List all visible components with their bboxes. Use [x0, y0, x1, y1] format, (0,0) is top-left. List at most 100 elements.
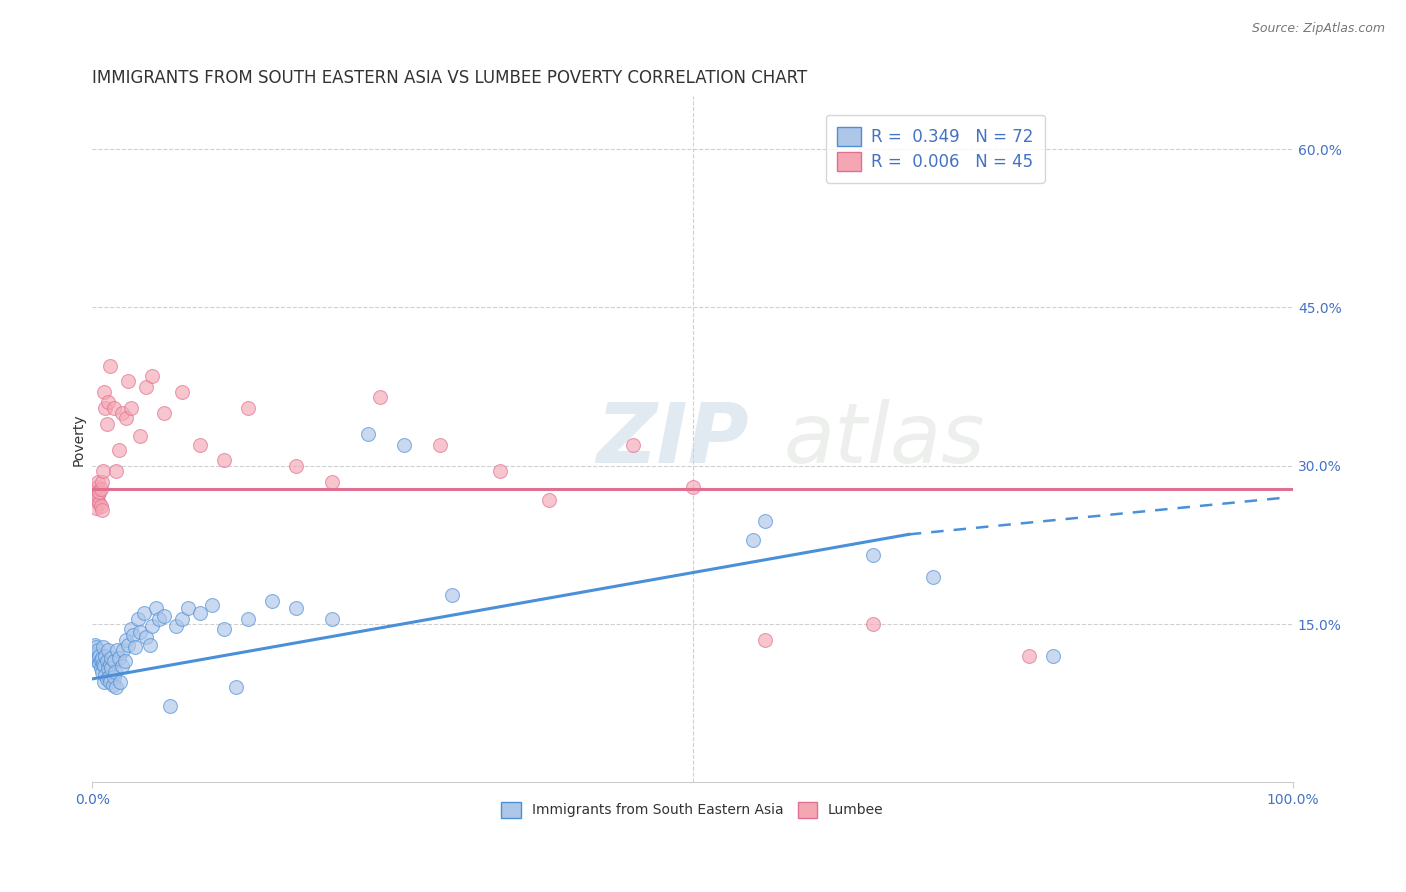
Point [89, 496, 111, 510]
Point [86, 647, 108, 661]
Point [91, 640, 114, 655]
Point [98, 359, 121, 373]
Point [105, 681, 128, 695]
Point [83, 491, 105, 505]
Point [112, 643, 135, 657]
Point [682, 480, 704, 494]
Point [98, 675, 121, 690]
Point [1042, 648, 1064, 663]
Point [97, 661, 120, 675]
Point [862, 549, 884, 563]
Point [165, 619, 187, 633]
Point [83, 638, 105, 652]
Point [107, 643, 129, 657]
Point [103, 654, 125, 668]
Point [90, 665, 112, 679]
Point [201, 598, 224, 612]
Point [172, 384, 194, 399]
Point [86, 480, 108, 494]
Point [141, 369, 163, 384]
Point [89, 648, 111, 663]
Point [97, 395, 120, 409]
Point [741, 533, 763, 547]
Point [93, 384, 115, 399]
Point [139, 638, 162, 652]
Point [84, 500, 107, 515]
Point [135, 630, 157, 644]
Point [145, 601, 167, 615]
Point [100, 661, 122, 675]
Point [101, 678, 124, 692]
Point [754, 632, 776, 647]
Point [141, 619, 163, 633]
Point [153, 406, 176, 420]
Point [148, 612, 170, 626]
Point [153, 608, 176, 623]
Point [754, 514, 776, 528]
Point [537, 492, 560, 507]
Point [122, 627, 145, 641]
Point [135, 379, 157, 393]
Text: ZIP: ZIP [596, 399, 749, 480]
Point [120, 623, 142, 637]
Point [84, 482, 107, 496]
Point [89, 485, 111, 500]
Point [100, 650, 122, 665]
Point [90, 499, 112, 513]
Point [105, 464, 128, 478]
Point [94, 648, 117, 663]
Point [104, 665, 127, 679]
Point [111, 406, 134, 420]
Point [90, 650, 112, 665]
Point [321, 475, 343, 489]
Point [114, 654, 136, 668]
Point [111, 659, 134, 673]
Point [127, 612, 149, 626]
Point [97, 643, 120, 657]
Point [862, 617, 884, 632]
Point [321, 612, 343, 626]
Point [441, 587, 464, 601]
Point [262, 594, 284, 608]
Point [129, 429, 152, 443]
Point [90, 661, 112, 675]
Point [96, 654, 118, 668]
Point [489, 464, 512, 478]
Point [96, 417, 118, 431]
Point [159, 699, 181, 714]
Point [90, 482, 112, 496]
Point [93, 675, 115, 690]
Point [103, 401, 125, 415]
Point [84, 640, 107, 655]
Point [108, 675, 131, 690]
Point [90, 653, 112, 667]
Point [1018, 648, 1040, 663]
Point [285, 601, 308, 615]
Point [621, 437, 644, 451]
Point [225, 681, 247, 695]
Point [87, 643, 110, 657]
Point [285, 458, 308, 473]
Point [394, 437, 416, 451]
Point [86, 492, 108, 507]
Point [89, 656, 111, 670]
Point [98, 670, 121, 684]
Point [921, 569, 943, 583]
Point [177, 601, 200, 615]
Point [87, 650, 110, 665]
Point [188, 437, 211, 451]
Point [429, 437, 451, 451]
Point [114, 411, 136, 425]
Point [120, 401, 142, 415]
Point [114, 632, 136, 647]
Point [90, 475, 112, 489]
Point [370, 390, 392, 404]
Point [90, 503, 112, 517]
Point [117, 638, 139, 652]
Point [107, 650, 129, 665]
Legend: Immigrants from South Eastern Asia, Lumbee: Immigrants from South Eastern Asia, Lumb… [496, 797, 890, 823]
Point [124, 640, 146, 655]
Text: atlas: atlas [785, 399, 986, 480]
Point [103, 670, 125, 684]
Point [357, 427, 380, 442]
